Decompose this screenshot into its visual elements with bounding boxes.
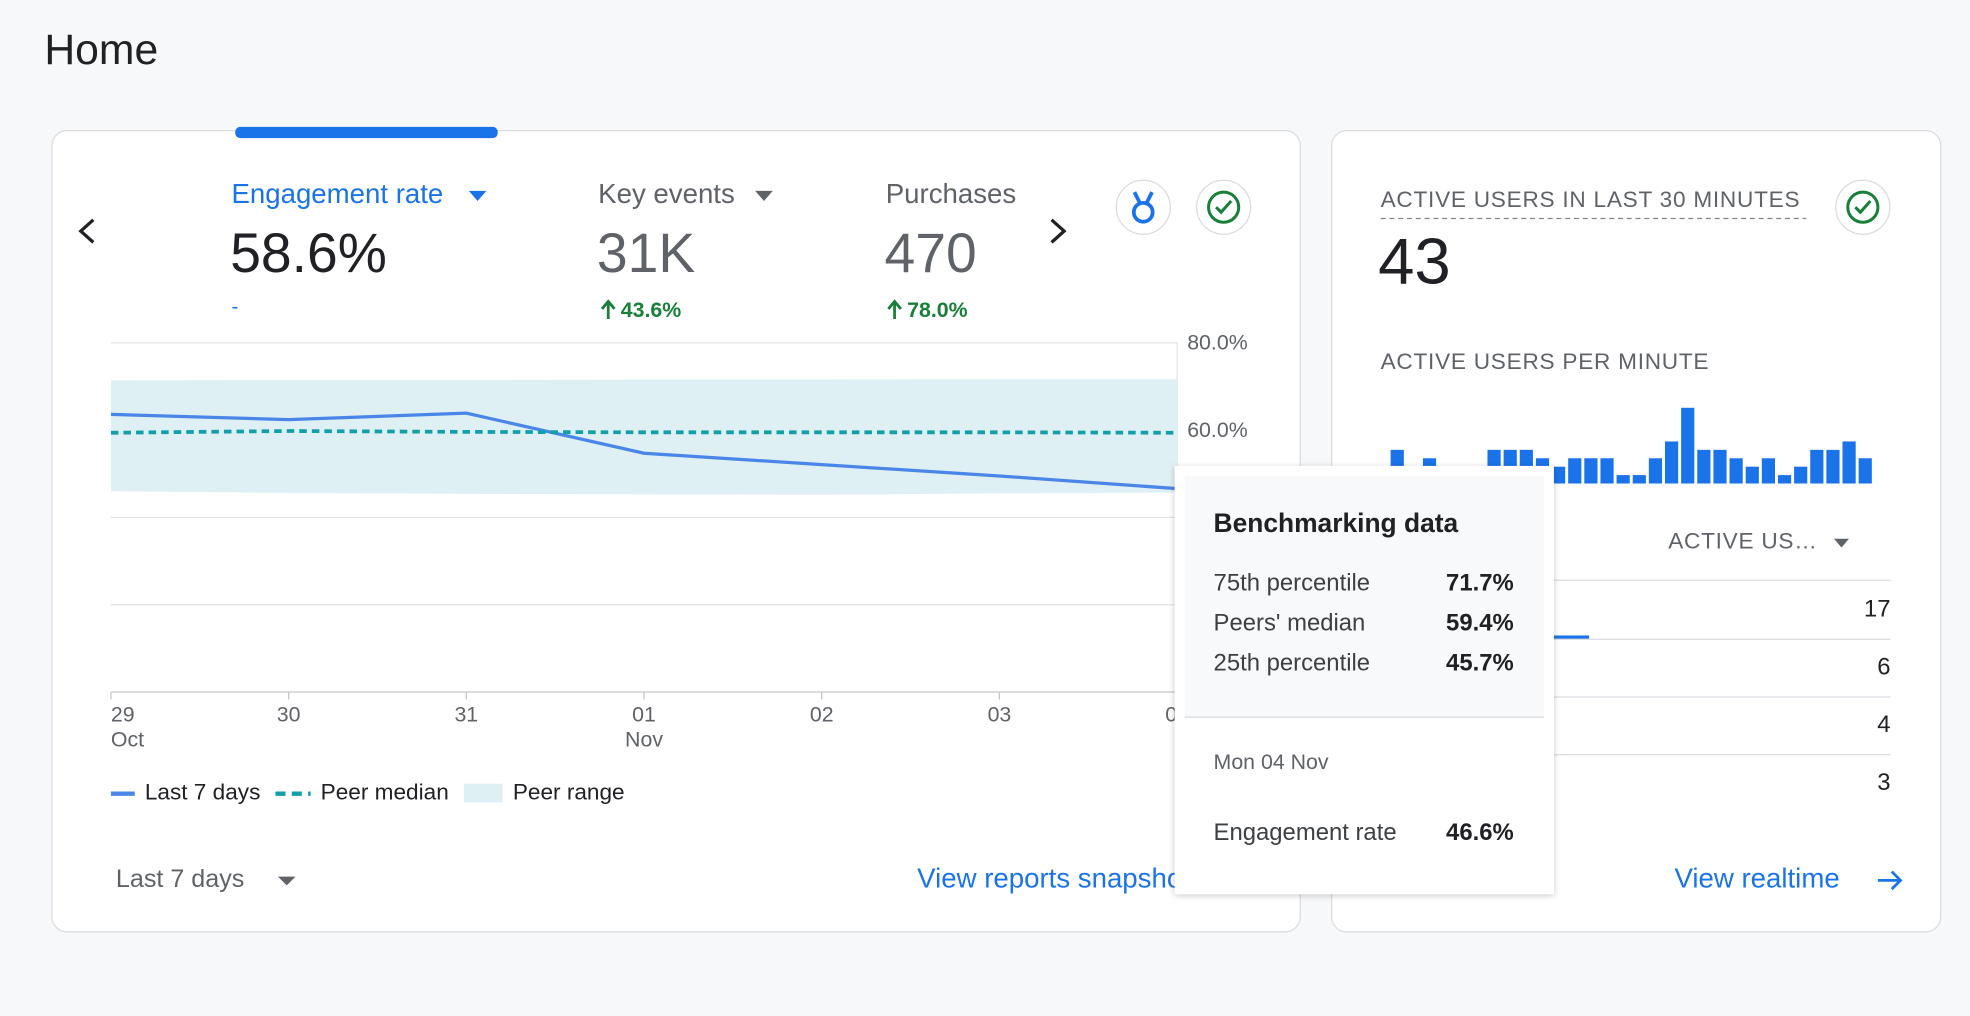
dropdown-arrow [1833,538,1850,548]
minute-bar [1648,458,1663,484]
x-tick-label: 29 [111,702,135,726]
minute-bar [1777,475,1792,484]
tooltip-label: 75th percentile [1214,569,1371,596]
link-text: View reports snapshot [917,863,1190,894]
minute-bar [1584,458,1598,484]
series-line [110,411,1178,491]
tooltip-label: Engagement rate [1214,819,1397,846]
minute-bar [1810,449,1824,484]
metric-change: 43.6% [621,298,682,322]
date-range-selector[interactable]: Last 7 days [116,865,296,893]
legend-label: Peer median [321,780,449,805]
realtime-title: ACTIVE USERS IN LAST 30 MINUTES [1381,187,1801,212]
up-arrow [600,299,616,319]
tooltip-value: 46.6% [1446,819,1514,846]
legend-label: Last 7 days [145,780,261,805]
minute-bar [1761,458,1776,484]
line-chart: 60.0%80.0%29Oct303101Nov020304 [110,331,1248,752]
minute-bar [1568,458,1582,484]
legend: Last 7 days Peer median Peer range [110,780,625,805]
legend-swatch [463,783,503,803]
dropdown-arrow [277,876,296,886]
minute-bar [1713,449,1727,484]
x-tick-label: 01 [632,702,656,726]
tooltip: Benchmarking data 75th percentile 71.7% Pe… [1174,465,1554,895]
metric-label: Purchases [886,178,1016,209]
snapshot-link[interactable]: View reports snapshot [917,863,1262,894]
column-selector[interactable]: ACTIVE US… [1668,529,1850,554]
x-tick-label: 31 [454,702,478,726]
metric-value: 58.6% [230,222,387,284]
tooltip-value: 59.4% [1446,609,1514,636]
metric-change: 78.0% [907,298,968,322]
tooltip-value: 71.7% [1446,569,1514,596]
tooltip-label: 25th percentile [1214,650,1371,677]
minute-bar [1729,458,1743,484]
minute-bar [1826,449,1840,484]
user-count: 6 [1877,653,1890,680]
date-range: Last 7 days [116,865,244,893]
tooltip-date: Mon 04 Nov [1214,750,1329,774]
x-month-label: Oct [111,728,144,752]
previous-button[interactable] [78,218,95,244]
metric-value: 470 [885,222,977,284]
user-count: 3 [1877,769,1890,796]
legend-label: Peer range [513,780,625,805]
minute-bar [1697,449,1711,484]
tooltip-label: Peers' median [1214,609,1366,636]
metric-label: Key events [598,178,735,209]
arrow [1877,870,1903,891]
column-header: ACTIVE US… [1668,529,1817,554]
per-minute-title: ACTIVE USERS PER MINUTE [1381,349,1710,374]
tooltip-title: Benchmarking data [1214,508,1459,538]
minute-bar [1794,466,1808,484]
x-tick-label: 02 [810,702,834,726]
minute-bar [1632,475,1646,484]
dropdown-arrow [755,190,773,201]
tooltip-rows: 75th percentile 71.7% Peers' median 59.4% 25… [1214,569,1514,676]
data-quality-button[interactable] [1195,179,1252,235]
peer-range-area [110,379,1178,495]
metric-tab[interactable]: Key events 31K 43.6% [597,178,773,322]
benchmark-button[interactable] [1115,179,1171,235]
tab-indicator [235,126,498,139]
x-tick-label: 30 [277,702,301,726]
minute-bar [1842,441,1856,484]
minute-bar [1616,475,1630,484]
minute-bar [1552,466,1566,484]
page-title: Home [44,26,158,74]
peer-median-line [110,429,1178,435]
x-month-label: Nov [625,728,663,752]
metric-tab[interactable]: Engagement rate 58.6% - [230,178,487,318]
tooltip-value: 45.7% [1446,650,1514,677]
up-arrow [887,299,902,319]
minute-bar [1858,458,1872,484]
data-quality-button[interactable] [1835,179,1891,235]
metric-change: - [231,296,238,318]
metric-value: 31K [597,222,695,284]
y-tick-label: 80.0% [1187,331,1248,355]
y-tick-label: 60.0% [1187,418,1248,442]
tooltip-header [1184,475,1544,718]
metric-label: Engagement rate [231,178,443,209]
link-text: View realtime [1674,863,1839,894]
realtime-value: 43 [1378,224,1451,297]
minute-bar [1745,466,1759,484]
user-count: 17 [1864,596,1891,623]
minute-bar [1664,441,1679,484]
plot-area [110,379,1178,495]
next-button[interactable] [1050,218,1067,244]
metric-tab[interactable]: Purchases 470 78.0% [885,178,1017,322]
realtime-link[interactable]: View realtime [1674,863,1903,894]
user-count: 4 [1877,711,1890,738]
dropdown-arrow [468,190,487,201]
minute-bar [1600,458,1614,484]
x-tick-label: 03 [988,702,1012,726]
minute-bar [1681,407,1695,484]
